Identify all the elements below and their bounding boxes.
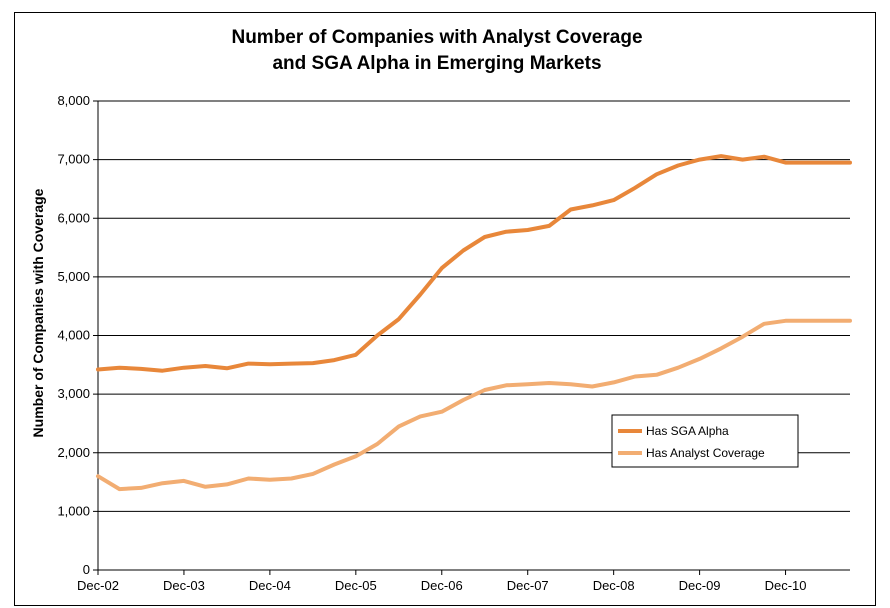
legend-box	[611, 414, 799, 468]
y-tick-label: 0	[83, 562, 90, 577]
y-tick-label: 4,000	[57, 328, 90, 343]
series-line-sga-alpha	[96, 154, 852, 373]
x-tick-label: Dec-10	[765, 578, 807, 593]
series-layer	[96, 154, 852, 492]
x-tick-label: Dec-03	[163, 578, 205, 593]
y-tick-label: 3,000	[57, 386, 90, 401]
chart-title: Number of Companies with Analyst Coverag…	[231, 27, 642, 48]
legend-label: Has SGA Alpha	[646, 424, 729, 438]
series-line-analyst-coverage	[96, 318, 852, 492]
line-chart: Number of Companies with Analyst Coverag…	[30, 27, 852, 593]
x-tick-label: Dec-07	[507, 578, 549, 593]
chart-subtitle: and SGA Alpha in Emerging Markets	[272, 53, 601, 74]
chart-frame: Number of Companies with Analyst Coverag…	[14, 12, 876, 606]
y-tick-label: 1,000	[57, 503, 90, 518]
legend: Has SGA Alpha Has Analyst Coverage	[611, 414, 799, 468]
x-tick-label: Dec-02	[77, 578, 119, 593]
axis-layer: 0 1,000 2,000 3,000 4,000 5,000 6,000 7,000 8,00…	[57, 93, 850, 593]
x-tick-label: Dec-05	[335, 578, 377, 593]
grid-layer	[98, 100, 850, 571]
x-tick-label: Dec-08	[593, 578, 635, 593]
y-axis-label: Number of Companies with Coverage	[30, 188, 46, 437]
x-tick-label: Dec-04	[249, 578, 291, 593]
y-tick-label: 6,000	[57, 210, 90, 225]
y-tick-label: 5,000	[57, 269, 90, 284]
y-tick-label: 2,000	[57, 445, 90, 460]
y-tick-label: 8,000	[57, 93, 90, 108]
x-tick-label: Dec-09	[679, 578, 721, 593]
legend-label: Has Analyst Coverage	[646, 446, 765, 460]
y-tick-label: 7,000	[57, 152, 90, 167]
x-tick-label: Dec-06	[421, 578, 463, 593]
